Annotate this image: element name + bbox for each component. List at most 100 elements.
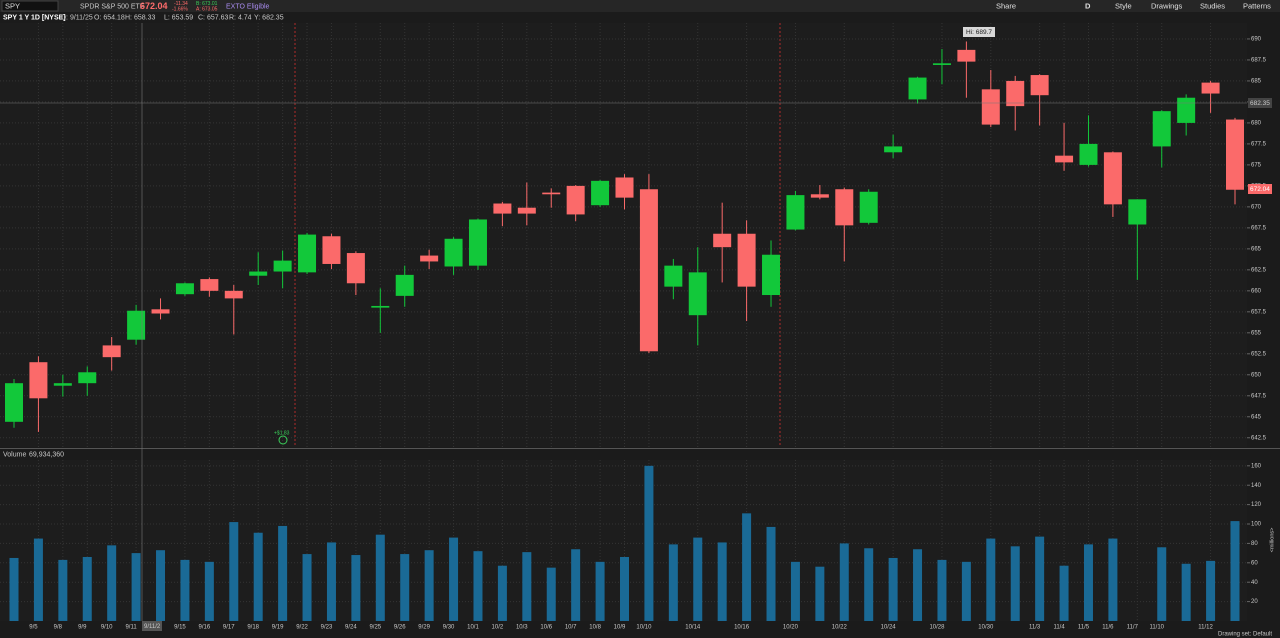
last-price: 672.04 — [140, 1, 168, 11]
symbol-box[interactable] — [1, 0, 59, 12]
volume-bar — [864, 548, 874, 621]
x-tick-label: 10/1 — [467, 625, 479, 631]
y-tick-label: 680 — [1251, 120, 1262, 126]
symbol[interactable]: SPY — [5, 1, 20, 10]
x-tick-label: 9/10 — [101, 625, 113, 631]
drawings-button[interactable]: Drawings — [1151, 1, 1183, 10]
x-tick-label: 10/30 — [978, 625, 994, 631]
chart-title: SPY 1 Y 1D [NYSE] — [3, 14, 66, 21]
y-tick-label: 662.5 — [1251, 267, 1267, 273]
cursor-price: 682.35 — [1250, 100, 1270, 107]
volume-bar — [107, 545, 117, 621]
candle-body — [884, 146, 903, 153]
volume-bar — [937, 559, 947, 621]
x-tick-label: 9/19 — [272, 625, 284, 631]
volume-bar — [1083, 544, 1093, 621]
y-tick-label: 660 — [1251, 288, 1262, 294]
volume-bar — [1181, 563, 1191, 621]
volume-axis-label: <millions> — [1269, 528, 1275, 553]
volume-bar — [302, 554, 312, 621]
x-tick-label: 9/24 — [345, 625, 357, 631]
y-tick-label: 160 — [1251, 463, 1262, 469]
candle-body — [688, 272, 707, 316]
x-tick-label: 11/10 — [1149, 625, 1164, 631]
volume-bar — [986, 538, 996, 621]
candle-body — [444, 238, 463, 267]
candle-body — [1079, 143, 1098, 165]
patterns-button[interactable]: Patterns — [1243, 1, 1271, 10]
x-tick-label: 9/18 — [247, 625, 259, 631]
candle-body — [1128, 199, 1147, 225]
candle-body — [1152, 111, 1171, 147]
y-tick-label: 650 — [1251, 372, 1262, 378]
candle-body — [29, 362, 48, 399]
header-range: R: 4.74 — [229, 14, 252, 21]
x-tick-label: 11/12 — [1198, 625, 1213, 631]
bid: B: 673.01 — [196, 1, 218, 7]
x-tick-label: 10/3 — [516, 625, 528, 631]
x-tick-label: 11/3 — [1029, 625, 1041, 631]
volume-bar — [839, 543, 849, 621]
x-tick-label: 11/4 — [1053, 625, 1065, 631]
y-tick-label: 670 — [1251, 204, 1262, 210]
x-tick-label: 9/29 — [418, 625, 430, 631]
description: SPDR S&P 500 ETF — [80, 3, 144, 10]
y-tick-label: 80 — [1251, 541, 1258, 547]
volume-bar — [620, 556, 629, 621]
y-tick-label: 690 — [1251, 37, 1262, 43]
x-tick-label: 10/7 — [565, 625, 577, 631]
header-high: H: 658.33 — [125, 14, 155, 21]
badge[interactable]: EXTO Eligible — [226, 3, 270, 10]
volume-bar — [644, 465, 654, 621]
volume-bar — [815, 566, 825, 621]
x-tick-label: 9/11 — [125, 625, 137, 631]
volume-bar — [595, 561, 605, 621]
volume-bar — [375, 534, 385, 621]
volume-bar — [1059, 565, 1069, 621]
y-tick-label: 642.5 — [1251, 435, 1267, 441]
candle-body — [957, 49, 976, 62]
volume-bar — [204, 561, 214, 621]
candle-body — [420, 255, 439, 262]
x-tick-label: 10/2 — [492, 625, 504, 631]
candle-body — [908, 77, 927, 100]
dividend-marker[interactable] — [278, 435, 288, 445]
volume-bar — [717, 542, 727, 621]
high-label: Hi: 689.7 — [966, 29, 992, 36]
x-tick-label: 9/26 — [394, 625, 406, 631]
volume-bar — [1108, 538, 1118, 621]
candle-body — [102, 345, 121, 358]
studies-button[interactable]: Studies — [1200, 1, 1225, 10]
candle-body — [835, 189, 854, 226]
y-tick-label: 647.5 — [1251, 393, 1267, 399]
x-tick-label: 10/22 — [832, 625, 848, 631]
high-label-box — [963, 27, 995, 37]
header-close: C: 657.63 — [198, 14, 228, 21]
style-button[interactable]: Style — [1115, 1, 1132, 10]
period-button[interactable]: D — [1085, 1, 1091, 10]
y-tick-label: 40 — [1251, 580, 1258, 586]
share-button[interactable]: Share — [996, 1, 1016, 10]
price-pane — [0, 23, 1247, 447]
y-tick-label: 645 — [1251, 414, 1262, 420]
volume-bar — [253, 532, 263, 621]
candle-body — [175, 283, 194, 295]
volume-bar — [9, 557, 19, 621]
volume-bar — [351, 555, 361, 621]
cursor-price-box — [1248, 98, 1272, 108]
candle-body — [1030, 75, 1049, 96]
x-tick-label: 10/14 — [685, 625, 701, 631]
candle-body — [566, 185, 585, 215]
candle-body — [127, 310, 146, 340]
change-pct: -1.66% — [172, 6, 188, 12]
x-tick-label: 10/28 — [929, 625, 945, 631]
header-open: O: 654.18 — [94, 14, 125, 21]
x-tick-label: 9/5 — [29, 625, 38, 631]
x-tick-label: 9/22 — [296, 625, 308, 631]
candle-body — [639, 189, 658, 352]
y-tick-label: 100 — [1251, 522, 1262, 528]
drawing-set[interactable]: Drawing set: Default — [1218, 632, 1272, 638]
volume-bar — [1157, 547, 1167, 621]
volume-bar — [522, 552, 532, 621]
candle-body — [1201, 82, 1220, 94]
